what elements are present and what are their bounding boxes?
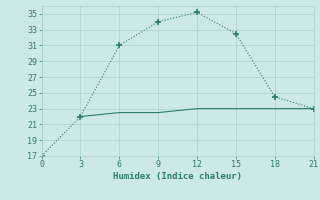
X-axis label: Humidex (Indice chaleur): Humidex (Indice chaleur): [113, 172, 242, 181]
